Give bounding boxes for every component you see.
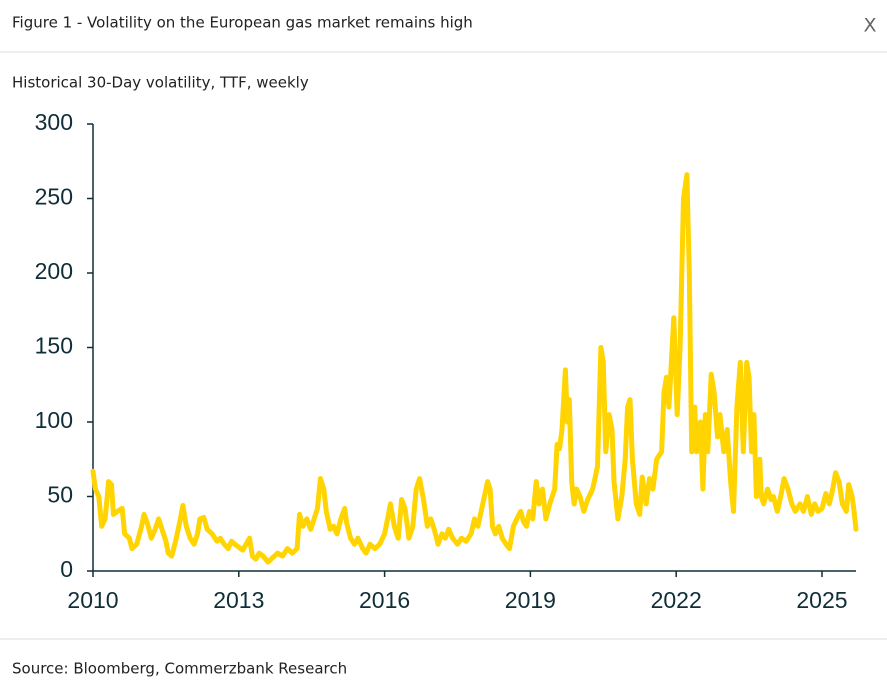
y-tick-label: 0 [60, 556, 73, 582]
y-tick-label: 50 [47, 482, 73, 508]
y-tick-label: 100 [35, 407, 73, 433]
chart-subtitle: Historical 30-Day volatility, TTF, weekl… [12, 74, 309, 92]
x-tick-label: 2025 [796, 587, 847, 613]
x-tick-label: 2016 [359, 587, 410, 613]
line-series [90, 172, 859, 565]
y-tick-label: 250 [35, 184, 73, 210]
close-button[interactable]: X [863, 15, 876, 37]
y-tick-label: 300 [35, 109, 73, 135]
source-note: Source: Bloomberg, Commerzbank Research [12, 660, 347, 678]
x-tick-label: 2013 [213, 587, 264, 613]
chart-title: Figure 1 - Volatility on the European ga… [12, 14, 473, 32]
x-tick-label: 2019 [505, 587, 556, 613]
x-tick-label: 2022 [651, 587, 702, 613]
x-tick-label: 2010 [67, 587, 118, 613]
y-tick-label: 150 [35, 333, 73, 359]
y-tick-label: 200 [35, 258, 73, 284]
